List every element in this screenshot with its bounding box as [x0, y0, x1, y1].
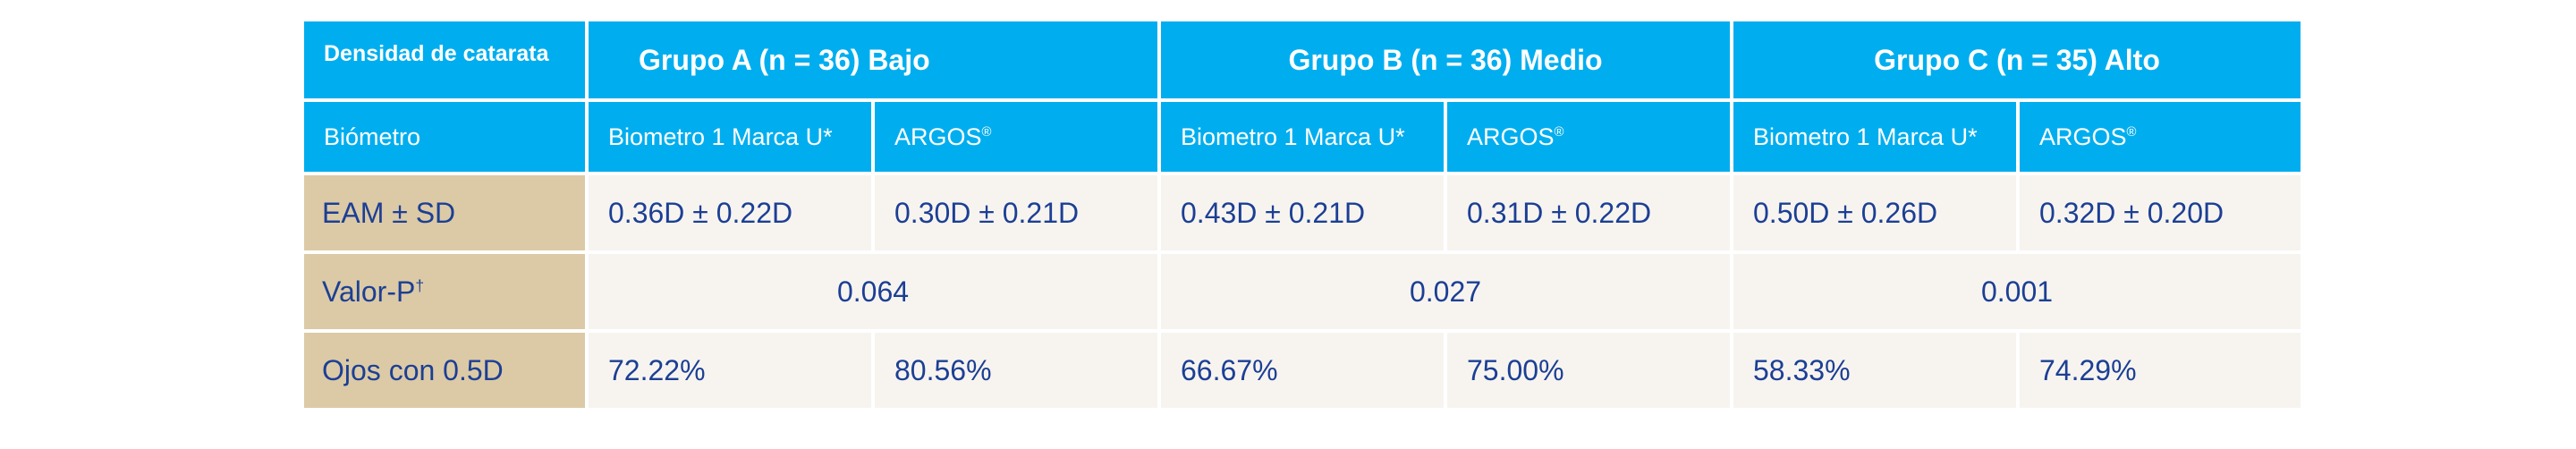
- table-row: Valor-P† 0.064 0.027 0.001: [301, 250, 2305, 333]
- device-1-name: Biometro 1 Marca U*: [608, 123, 833, 150]
- eam-group-b-device-1: 0.43D ± 0.21D: [1157, 172, 1447, 254]
- device-header-row: Biómetro Biometro 1 Marca U* ARGOS® Biom…: [301, 98, 2305, 175]
- registered-mark: ®: [2126, 124, 2137, 140]
- group-c-device-2: ARGOS®: [2015, 98, 2305, 175]
- results-table: Densidad de catarata Grupo A (n = 36) Ba…: [301, 18, 2305, 411]
- p-value-label-cell: Valor-P†: [301, 250, 589, 333]
- p-value-group-b: 0.027: [1157, 250, 1733, 333]
- group-b-header: Grupo B (n = 36) Medio: [1157, 18, 1733, 102]
- registered-mark: ®: [1554, 124, 1564, 140]
- registered-mark: ®: [981, 124, 992, 140]
- corner-header: Densidad de catarata: [301, 18, 589, 102]
- p-value-label: Valor-P: [322, 275, 416, 308]
- group-b-device-1: Biometro 1 Marca U*: [1157, 98, 1447, 175]
- device-2-name: ARGOS: [1467, 123, 1555, 150]
- group-header-row: Densidad de catarata Grupo A (n = 36) Ba…: [301, 18, 2305, 102]
- eyes-group-a-device-1: 72.22%: [585, 329, 875, 411]
- eam-group-a-device-2: 0.30D ± 0.21D: [871, 172, 1161, 254]
- table-row: Ojos con 0.5D 72.22% 80.56% 66.67% 75.00…: [301, 329, 2305, 411]
- eam-group-a-device-1: 0.36D ± 0.22D: [585, 172, 875, 254]
- dagger-mark: †: [415, 275, 425, 294]
- device-2-name: ARGOS: [2039, 123, 2127, 150]
- device-1-name: Biometro 1 Marca U*: [1181, 123, 1405, 150]
- eyes-group-c-device-1: 58.33%: [1730, 329, 2020, 411]
- group-b-device-2: ARGOS®: [1444, 98, 1733, 175]
- p-value-group-c: 0.001: [1729, 250, 2305, 333]
- eam-label: EAM ± SD: [301, 172, 589, 254]
- table-row: EAM ± SD 0.36D ± 0.22D 0.30D ± 0.21D 0.4…: [301, 172, 2305, 254]
- eyes-label: Ojos con 0.5D: [301, 329, 589, 411]
- group-a-header: Grupo A (n = 36) Bajo: [585, 18, 1161, 102]
- biometer-label: Biómetro: [301, 98, 589, 175]
- eyes-group-a-device-2: 80.56%: [871, 329, 1161, 411]
- group-a-device-1: Biometro 1 Marca U*: [585, 98, 875, 175]
- eam-group-c-device-1: 0.50D ± 0.26D: [1730, 172, 2020, 254]
- device-2-name: ARGOS: [894, 123, 982, 150]
- group-c-header: Grupo C (n = 35) Alto: [1729, 18, 2305, 102]
- cataract-density-table: Densidad de catarata Grupo A (n = 36) Ba…: [301, 18, 2305, 411]
- group-a-device-2: ARGOS®: [871, 98, 1161, 175]
- eyes-group-b-device-2: 75.00%: [1444, 329, 1733, 411]
- eam-group-b-device-2: 0.31D ± 0.22D: [1444, 172, 1733, 254]
- eyes-group-b-device-1: 66.67%: [1157, 329, 1447, 411]
- device-1-name: Biometro 1 Marca U*: [1753, 123, 1978, 150]
- group-c-device-1: Biometro 1 Marca U*: [1730, 98, 2020, 175]
- eyes-group-c-device-2: 74.29%: [2015, 329, 2305, 411]
- eam-group-c-device-2: 0.32D ± 0.20D: [2015, 172, 2305, 254]
- p-value-group-a: 0.064: [585, 250, 1161, 333]
